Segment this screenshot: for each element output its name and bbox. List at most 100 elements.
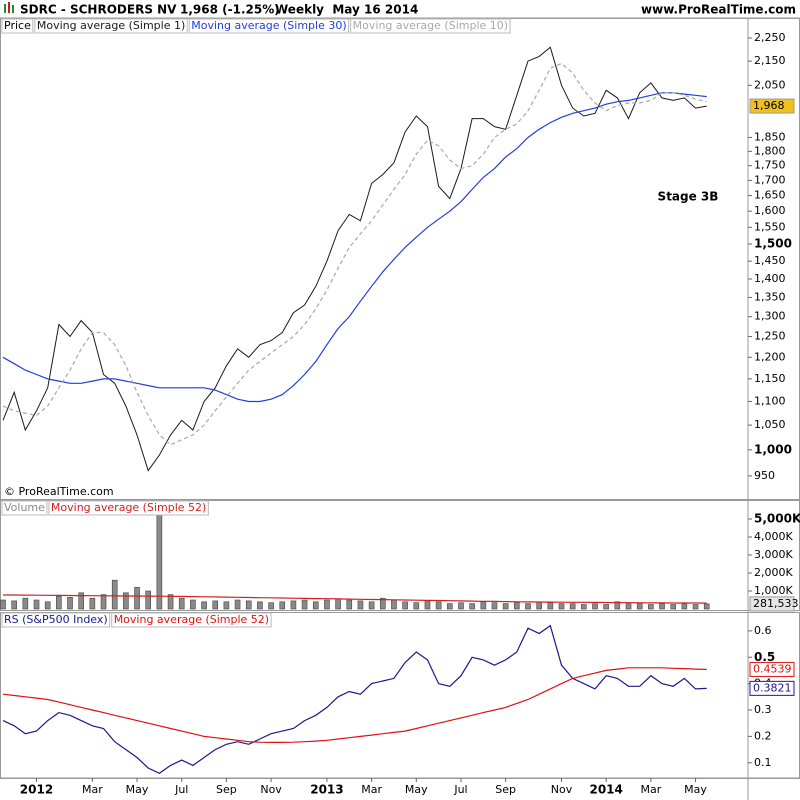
y-tick-label: 0.2 — [754, 729, 772, 742]
y-tick-label: 1,350 — [754, 290, 786, 303]
volume-bar — [368, 601, 375, 610]
x-tick-label: May — [126, 783, 149, 796]
y-tick-label: 1,300 — [754, 310, 786, 323]
volume-bar — [0, 599, 6, 610]
y-tick-label: 0.6 — [754, 624, 772, 637]
legend-box — [1, 18, 34, 34]
volume-bar — [625, 603, 632, 610]
x-tick-label: Nov — [260, 783, 282, 796]
legend-entry: Moving average (Simple 1) — [37, 19, 185, 32]
volume-bar — [212, 600, 219, 610]
legend-box — [111, 612, 272, 628]
header-icon — [4, 2, 14, 13]
volume-bar — [514, 602, 520, 610]
x-tick-label: Mar — [82, 783, 103, 796]
volume-bar — [603, 604, 609, 610]
volume-bar — [56, 596, 62, 610]
volume-bar — [22, 597, 29, 610]
y-tick-label: 1,800 — [754, 144, 786, 157]
y-tick-label: 1,850 — [754, 130, 786, 143]
volume-bar — [670, 604, 677, 610]
y-tick-label: 1,000 — [754, 442, 792, 456]
volume-bar — [592, 603, 598, 610]
volume-bar — [435, 601, 442, 610]
volume-bar — [692, 604, 699, 610]
volume-bar — [111, 579, 118, 610]
y-tick-label: 5,000K — [754, 512, 800, 526]
volume-bar — [614, 601, 621, 610]
y-tick-label: 4,000K — [754, 530, 793, 543]
x-tick-label: Jul — [453, 783, 467, 796]
y-tick-label: 2,000K — [754, 566, 793, 579]
x-tick-label: Mar — [361, 783, 382, 796]
volume-bar — [257, 601, 263, 610]
y-tick-label: 1,150 — [754, 372, 786, 385]
legend-box — [1, 500, 48, 516]
volume-bar — [491, 602, 498, 610]
y-tick-label: 2,050 — [754, 78, 786, 91]
volume-bar — [268, 602, 274, 610]
volume-bar — [469, 603, 475, 610]
volume-bar — [78, 592, 84, 610]
legend-entry: Moving average (Simple 52) — [114, 613, 269, 626]
y-tick-label: 0.1 — [754, 756, 772, 769]
volume-bar — [703, 603, 710, 610]
legend-entry: Moving average (Simple 52) — [51, 501, 206, 514]
volume-bar — [569, 603, 576, 610]
volume-bar — [167, 594, 174, 610]
legend-box — [48, 500, 209, 516]
y-tick-label: 1,750 — [754, 159, 786, 172]
volume-bar — [558, 603, 565, 610]
volume-bar — [413, 602, 420, 610]
volume-bar — [145, 590, 152, 610]
y-tick-label: 1,250 — [754, 330, 786, 343]
last-value-label: 281,533 — [753, 597, 799, 610]
y-tick-label: 3,000K — [754, 548, 793, 561]
series-line — [2, 62, 707, 446]
last-value-tag — [749, 596, 795, 612]
legend-entry: Volume — [4, 501, 45, 514]
legend-box — [350, 18, 511, 34]
x-tick-label: 2012 — [20, 783, 53, 797]
volume-bar — [424, 600, 431, 610]
last-value-label: 0.4539 — [753, 662, 792, 675]
volume-bar — [89, 597, 96, 610]
volume-bar — [446, 603, 453, 610]
volume-bar — [525, 603, 531, 610]
series-line — [2, 624, 707, 774]
volume-bar — [357, 600, 364, 610]
x-tick-label: Jul — [174, 783, 188, 796]
volume-bar — [279, 601, 286, 610]
volume-bar — [11, 600, 17, 610]
volume-bar — [502, 603, 509, 610]
volume-bar — [156, 500, 163, 610]
volume-bar — [290, 600, 297, 610]
y-tick-label: 1,700 — [754, 173, 786, 186]
volume-bar — [44, 601, 51, 610]
volume-bar — [659, 603, 665, 610]
volume-bar — [67, 596, 73, 610]
series-line — [2, 92, 707, 403]
last-value-tag — [749, 661, 795, 677]
volume-bar — [324, 599, 330, 610]
last-value-label: 0.3821 — [753, 681, 792, 694]
volume-bar — [33, 599, 40, 610]
volume-bar — [346, 599, 353, 610]
volume-bar — [648, 604, 654, 610]
volume-bar — [458, 602, 464, 610]
volume-bar — [312, 601, 319, 610]
last-value-tag — [749, 98, 795, 114]
copyright: © ProRealTime.com — [4, 485, 114, 498]
volume-bar — [123, 592, 129, 610]
volume-bar — [134, 587, 140, 610]
volume-bar — [201, 601, 207, 610]
x-tick-label: Nov — [551, 783, 573, 796]
legend-box — [34, 18, 188, 34]
quote: 1,968 (-1.25%) — [180, 3, 280, 17]
y-tick-label: 1,000K — [754, 584, 793, 597]
volume-bar — [547, 602, 554, 610]
volume-bar — [190, 599, 196, 610]
volume-bar — [100, 594, 107, 610]
